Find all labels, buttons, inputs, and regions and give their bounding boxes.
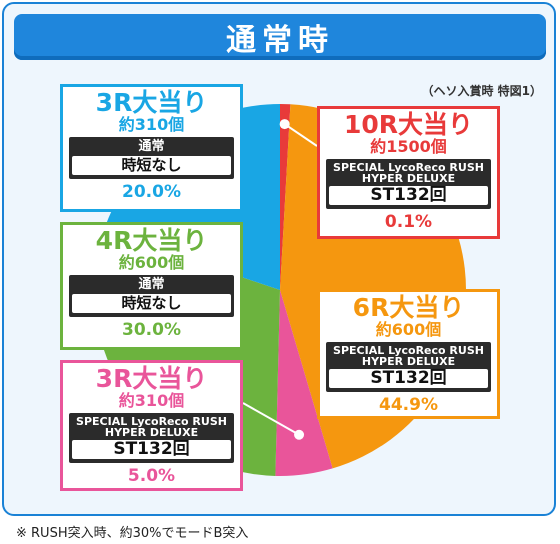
mode-bottom: 時短なし	[72, 294, 231, 313]
slice-label: 3R大当り	[95, 88, 208, 117]
slice-10r	[280, 104, 291, 290]
slice-balls: 約600個	[118, 253, 185, 272]
slice-label: 10R大当り	[343, 110, 474, 139]
slice-percent: 20.0%	[122, 182, 181, 202]
slice-card-10r: 10R大当り 約1500個 SPECIAL LycoReco RUSH HYPE…	[317, 106, 500, 239]
mode-top: 通常	[138, 139, 165, 154]
mode-box: SPECIAL LycoReco RUSH HYPER DELUXE ST132…	[69, 413, 234, 463]
mode-box: 通常 時短なし	[69, 137, 234, 179]
slice-label: 3R大当り	[95, 364, 208, 393]
mode-bottom: ST132回	[72, 440, 231, 459]
leader-dot	[279, 119, 290, 130]
mode-top: SPECIAL LycoReco RUSH HYPER DELUXE	[76, 415, 227, 439]
leader-line	[242, 402, 300, 436]
leader-line	[284, 123, 318, 147]
slice-percent: 30.0%	[122, 320, 181, 340]
mode-top: SPECIAL LycoReco RUSH HYPER DELUXE	[333, 344, 484, 368]
slice-balls: 約310個	[118, 391, 185, 410]
slice-balls: 約600個	[375, 320, 442, 339]
slice-label: 4R大当り	[95, 226, 208, 255]
slice-percent: 44.9%	[379, 395, 438, 415]
slice-label: 6R大当り	[352, 293, 465, 322]
mode-bottom: ST132回	[329, 369, 488, 388]
mode-box: SPECIAL LycoReco RUSH HYPER DELUXE ST132…	[326, 342, 491, 392]
header-bar: 通常時	[14, 14, 546, 60]
chart-subtitle: （ヘソ入賞時 特図1）	[421, 84, 542, 98]
slice-card-3r-blue: 3R大当り 約310個 通常 時短なし 20.0%	[60, 84, 243, 212]
mode-top: SPECIAL LycoReco RUSH HYPER DELUXE	[333, 161, 484, 185]
slice-percent: 0.1%	[384, 212, 433, 232]
slice-card-4r: 4R大当り 約600個 通常 時短なし 30.0%	[60, 222, 243, 350]
slice-balls: 約310個	[118, 115, 185, 134]
footnote: ※ RUSH突入時、約30%でモードB突入	[16, 526, 249, 541]
mode-box: 通常 時短なし	[69, 275, 234, 317]
slice-card-3r-pink: 3R大当り 約310個 SPECIAL LycoReco RUSH HYPER …	[60, 360, 243, 491]
mode-top: 通常	[138, 277, 165, 292]
page-title: 通常時	[226, 23, 334, 58]
slice-percent: 5.0%	[127, 466, 176, 486]
slice-card-6r: 6R大当り 約600個 SPECIAL LycoReco RUSH HYPER …	[317, 289, 500, 419]
slice-balls: 約1500個	[370, 137, 447, 156]
mode-bottom: ST132回	[329, 186, 488, 205]
leader-dot	[294, 429, 305, 440]
mode-bottom: 時短なし	[72, 156, 231, 175]
mode-box: SPECIAL LycoReco RUSH HYPER DELUXE ST132…	[326, 159, 491, 209]
